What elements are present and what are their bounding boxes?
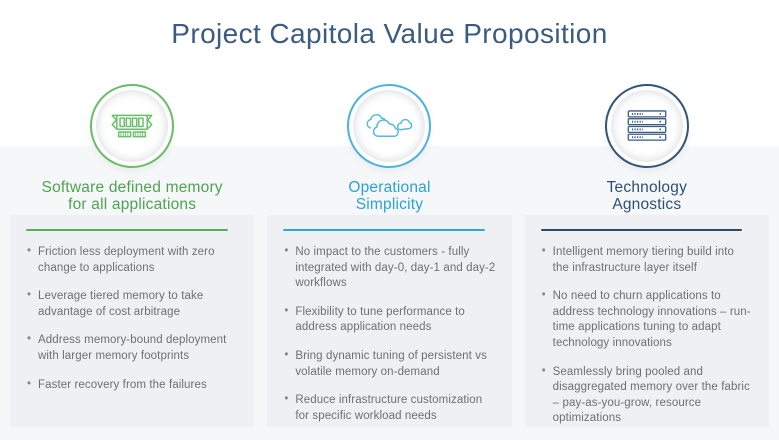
heading-line: Simplicity bbox=[355, 196, 424, 213]
column-operational-simplicity: Operational Simplicity No impact to the … bbox=[267, 84, 512, 427]
accent-divider bbox=[540, 229, 743, 231]
column-card: No impact to the customers - fully integ… bbox=[267, 215, 512, 427]
bullet-item: Seamlessly bring pooled and disaggregate… bbox=[541, 364, 753, 427]
column-heading: Technology Agnostics bbox=[607, 179, 687, 213]
bullet-list: Friction less deployment with zero chang… bbox=[26, 244, 238, 394]
clouds-icon bbox=[367, 113, 413, 137]
bullet-item: Flexibility to tune performance to addre… bbox=[283, 304, 495, 336]
accent-divider bbox=[26, 229, 228, 231]
bullet-item: Address memory-bound deployment with lar… bbox=[26, 332, 238, 364]
column-card: Intelligent memory tiering build into th… bbox=[524, 215, 769, 427]
column-card: Friction less deployment with zero chang… bbox=[10, 215, 255, 427]
column-software-defined-memory: Software defined memory for all applicat… bbox=[10, 84, 255, 427]
bullet-item: Bring dynamic tuning of persistent vs vo… bbox=[283, 348, 495, 380]
server-icon-circle bbox=[604, 84, 689, 168]
heading-line: Operational bbox=[348, 179, 431, 196]
value-columns: Software defined memory for all applicat… bbox=[10, 84, 769, 427]
column-technology-agnostics: Technology Agnostics Intelligent memory … bbox=[524, 84, 769, 427]
heading-line: Agnostics bbox=[612, 196, 682, 213]
bullet-item: No impact to the customers - fully integ… bbox=[283, 244, 495, 292]
bullet-item: No need to churn applications to address… bbox=[541, 288, 753, 351]
bullet-item: Leverage tiered memory to take advantage… bbox=[26, 288, 238, 320]
server-rack-icon bbox=[627, 110, 667, 141]
page-title: Project Capitola Value Proposition bbox=[171, 18, 608, 49]
memory-dimm-icon bbox=[111, 114, 153, 138]
heading-line: Technology bbox=[606, 179, 688, 196]
bullet-item: Reduce infrastructure customization for … bbox=[283, 392, 495, 424]
memory-icon-circle bbox=[90, 84, 175, 168]
bullet-list: Intelligent memory tiering build into th… bbox=[541, 244, 753, 427]
bullet-list: No impact to the customers - fully integ… bbox=[283, 244, 495, 424]
accent-divider bbox=[283, 229, 486, 231]
bullet-item: Friction less deployment with zero chang… bbox=[26, 244, 238, 276]
cloud-icon-circle bbox=[347, 84, 432, 168]
bullet-item: Faster recovery from the failures bbox=[26, 377, 238, 394]
bullet-item: Intelligent memory tiering build into th… bbox=[541, 244, 753, 276]
column-heading: Operational Simplicity bbox=[348, 179, 430, 213]
column-heading: Software defined memory for all applicat… bbox=[42, 179, 223, 213]
heading-line: for all applications bbox=[68, 196, 197, 213]
heading-line: Software defined memory bbox=[41, 179, 223, 196]
